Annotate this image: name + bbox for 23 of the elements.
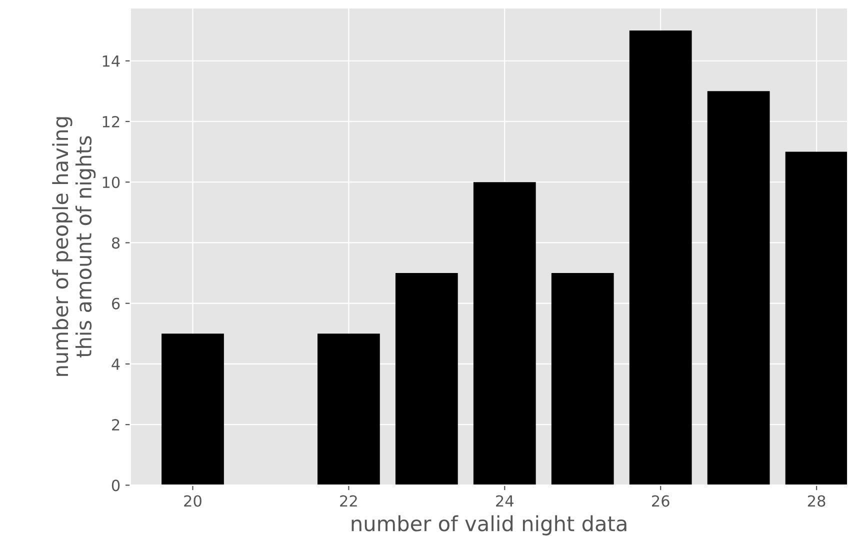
- y-tick-label: 0: [112, 480, 120, 492]
- y-tick-label: 14: [102, 56, 120, 67]
- y-tick-label: 6: [112, 298, 120, 310]
- x-tick-label: 20: [184, 495, 202, 507]
- bar: [785, 152, 848, 486]
- bar: [473, 182, 536, 486]
- bar: [318, 334, 380, 486]
- y-tick-label: 10: [102, 176, 120, 188]
- y-axis-title: number of people having this amount of nights: [52, 117, 96, 376]
- y-tick-label: 2: [112, 419, 120, 430]
- y-tick-label: 4: [112, 358, 120, 370]
- bar: [162, 334, 224, 486]
- x-tick-label: 22: [340, 495, 357, 507]
- bar: [707, 91, 770, 486]
- bar: [629, 30, 692, 486]
- y-tick-label: 8: [112, 237, 120, 249]
- bar: [551, 273, 614, 486]
- bar: [395, 273, 458, 486]
- x-axis-title: number of valid night data: [352, 515, 626, 536]
- y-tick-label: 12: [102, 116, 120, 128]
- x-tick-label: 24: [496, 495, 514, 507]
- x-tick-label: 28: [808, 495, 826, 507]
- x-tick-label: 26: [652, 495, 670, 507]
